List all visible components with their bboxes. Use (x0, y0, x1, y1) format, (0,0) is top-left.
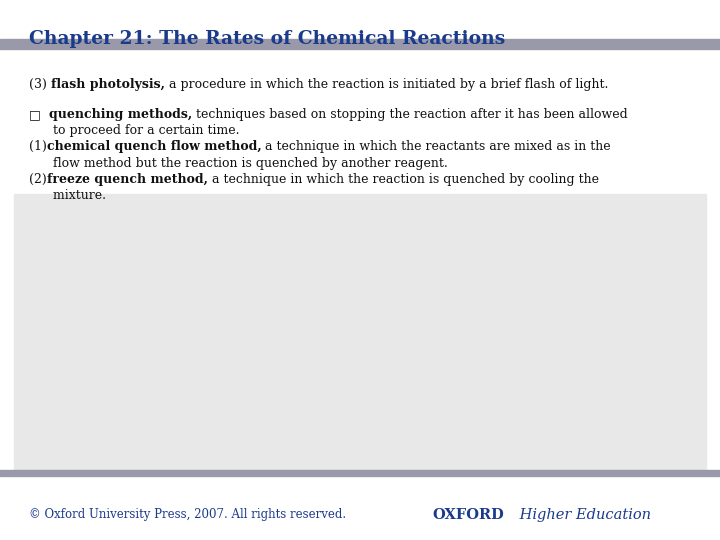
Text: a technique in which the reactants are mixed as in the: a technique in which the reactants are m… (261, 140, 611, 153)
Text: □: □ (29, 108, 48, 121)
Text: a technique in which the reaction is quenched by cooling the: a technique in which the reaction is que… (207, 173, 598, 186)
Text: to proceed for a certain time.: to proceed for a certain time. (29, 124, 239, 137)
Text: Chapter 21: The Rates of Chemical Reactions: Chapter 21: The Rates of Chemical Reacti… (29, 30, 505, 48)
Text: (1): (1) (29, 140, 47, 153)
Text: (3): (3) (29, 78, 50, 91)
Text: quenching methods,: quenching methods, (48, 108, 192, 121)
Text: flash photolysis,: flash photolysis, (50, 78, 165, 91)
Text: (2): (2) (29, 173, 47, 186)
Text: © Oxford University Press, 2007. All rights reserved.: © Oxford University Press, 2007. All rig… (29, 508, 346, 521)
Bar (0, 470, 720, 476)
Text: techniques based on stopping the reaction after it has been allowed: techniques based on stopping the reactio… (192, 108, 628, 121)
Bar (14, 194, 706, 475)
Text: flow method but the reaction is quenched by another reagent.: flow method but the reaction is quenched… (29, 157, 448, 170)
Text: a procedure in which the reaction is initiated by a brief flash of light.: a procedure in which the reaction is ini… (165, 78, 608, 91)
Text: freeze quench method,: freeze quench method, (47, 173, 207, 186)
Bar (0, 39, 720, 49)
Text: Higher Education: Higher Education (515, 508, 651, 522)
Text: mixture.: mixture. (29, 189, 106, 202)
Text: OXFORD: OXFORD (432, 508, 504, 522)
Text: chemical quench flow method,: chemical quench flow method, (47, 140, 261, 153)
